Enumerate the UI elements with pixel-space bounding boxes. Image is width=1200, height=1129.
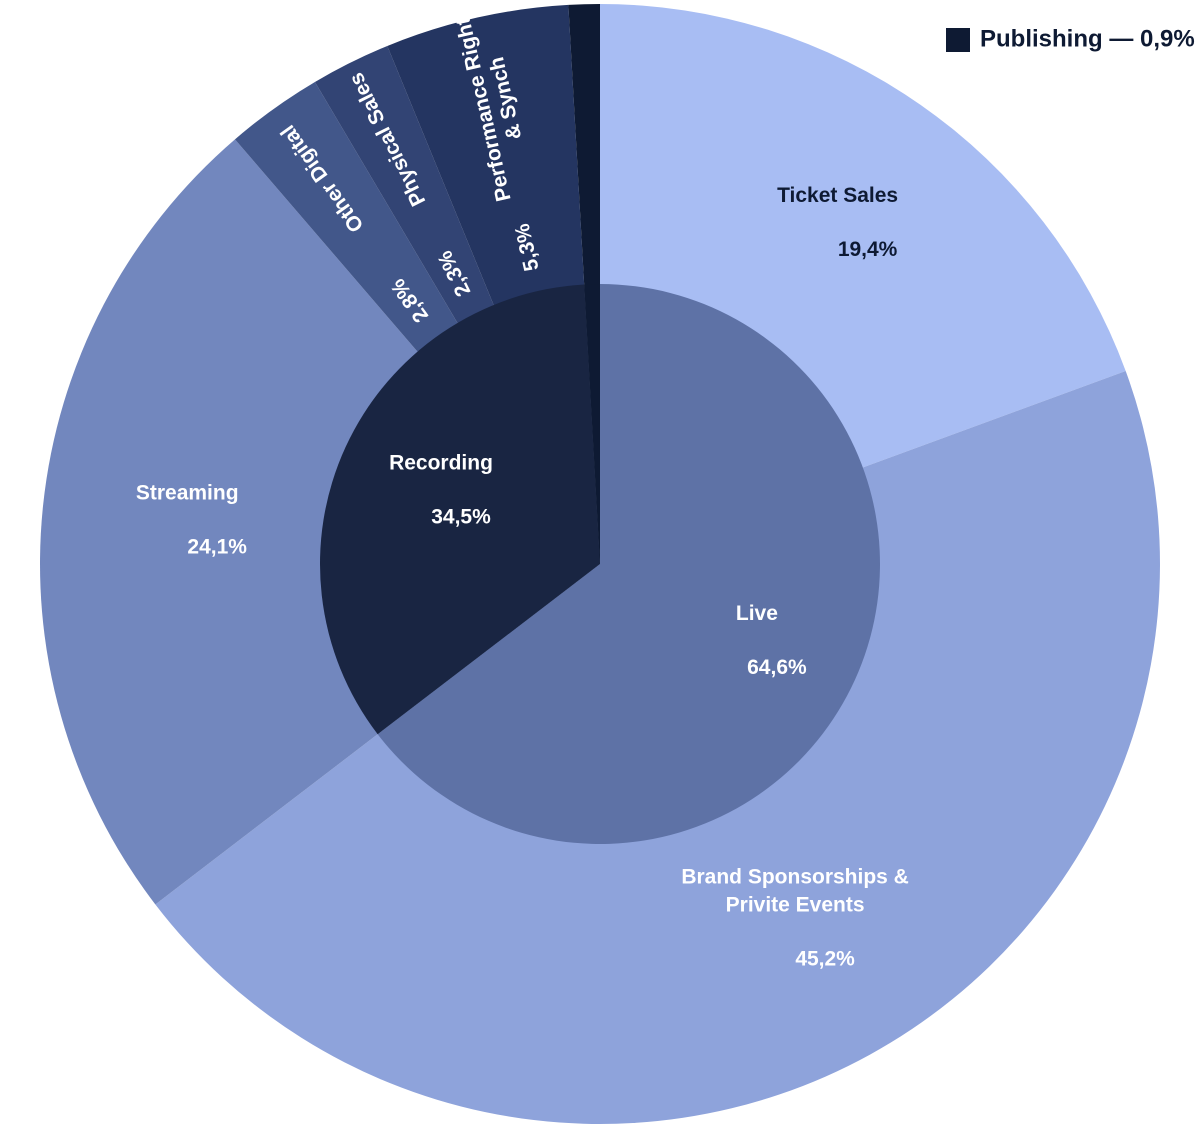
outer-value-ticket-sales: 19,4% (838, 238, 898, 261)
inner-slice-recording (319, 284, 600, 735)
outer-label-brand-sponsorships-and-privite-events-line-1: Brand Sponsorships & (681, 865, 909, 888)
inner-value-recording: 34,5% (431, 506, 491, 529)
outer-value-brand-sponsorships-and-privite-events: 45,2% (795, 947, 855, 970)
legend-label: Publishing — 0,9% (980, 25, 1195, 52)
inner-label-live: Live (736, 602, 778, 625)
inner-slice-small-2 (584, 284, 600, 564)
outer-value-streaming: 24,1% (187, 536, 247, 559)
legend: Publishing — 0,9% (946, 25, 1195, 52)
legend-swatch (946, 28, 970, 52)
outer-slice-streaming (40, 139, 600, 905)
inner-slice-live (377, 284, 880, 845)
inner-ring (319, 284, 880, 845)
outer-label-ticket-sales: Ticket Sales (777, 184, 898, 207)
outer-label-brand-sponsorships-and-privite-events-line-2: Privite Events (726, 893, 865, 916)
inner-value-live: 64,6% (747, 656, 807, 679)
inner-label-recording: Recording (389, 452, 493, 475)
outer-label-streaming: Streaming (136, 482, 239, 505)
